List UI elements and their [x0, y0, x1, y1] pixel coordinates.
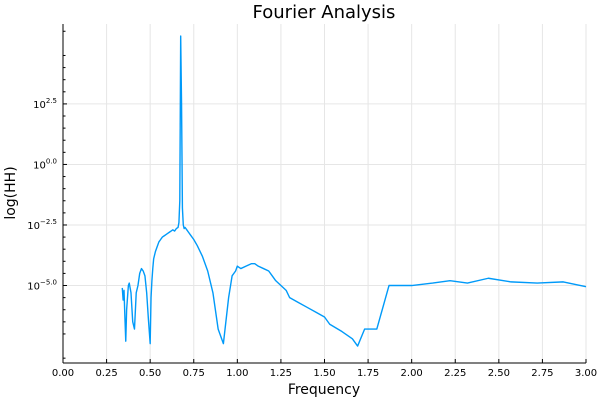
series-line [121, 35, 587, 347]
y-tick-label: 102.5 [33, 97, 57, 111]
y-axis-label: log(HH) [3, 166, 19, 219]
x-axis-label: Frequency [288, 382, 360, 398]
y-tick-label: 100.0 [33, 157, 57, 171]
x-tick-label: 0.00 [52, 368, 74, 379]
x-tick-label: 0.75 [183, 368, 205, 379]
y-ticks: 102.5 100.0 10−2.5 10−5.0 [27, 30, 67, 359]
x-tick-label: 2.00 [401, 368, 423, 379]
x-tick-label: 2.75 [531, 368, 553, 379]
chart-title: Fourier Analysis [253, 2, 396, 23]
x-tick-label: 1.25 [270, 368, 292, 379]
x-tick-label: 1.75 [357, 368, 379, 379]
x-tick-label: 2.50 [488, 368, 510, 379]
grid-lines [62, 24, 587, 363]
y-tick-label: 10−5.0 [27, 279, 57, 293]
y-tick-label: 10−2.5 [27, 218, 57, 232]
x-tick-label: 0.25 [95, 368, 117, 379]
x-tick-label: 2.25 [444, 368, 466, 379]
x-tick-label: 0.50 [139, 368, 161, 379]
x-tick-label: 1.00 [226, 368, 248, 379]
x-tick-label: 1.50 [313, 368, 335, 379]
x-tick-label: 3.00 [575, 368, 597, 379]
x-ticks: 0.00 0.25 0.50 0.75 1.00 1.25 1.50 1.75 2.00 2.25… [52, 359, 597, 379]
